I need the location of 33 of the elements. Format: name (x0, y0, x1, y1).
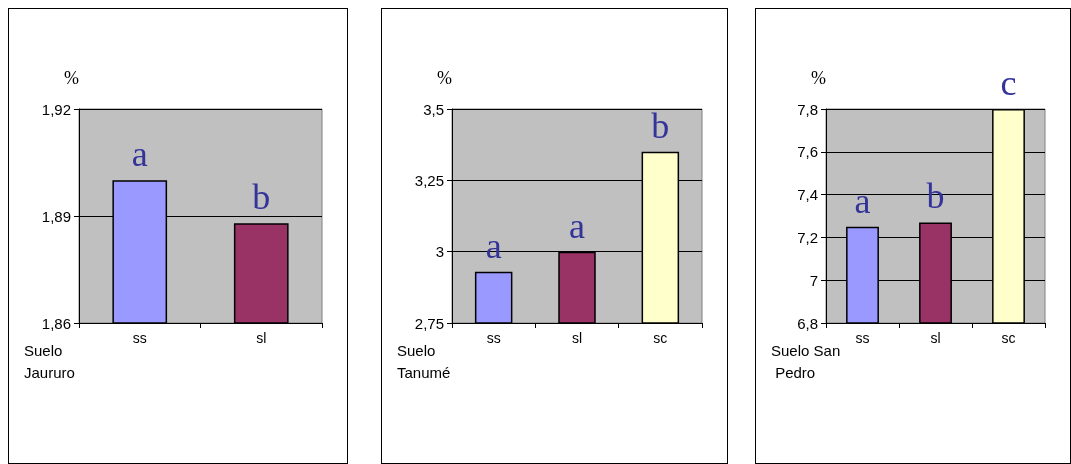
x-tick-label: ss (486, 330, 501, 346)
x-tick-label: sc (653, 330, 668, 346)
y-tick-label: 7,2 (797, 228, 818, 246)
data-label: c (1000, 63, 1017, 103)
data-label: a (854, 180, 871, 221)
y-tick-label: 3 (435, 243, 444, 261)
y-axis-title: % (437, 68, 452, 88)
data-label: a (131, 134, 148, 175)
y-tick-label: 1,86 (41, 314, 71, 332)
y-tick-label: 1,92 (41, 100, 71, 118)
x-tick-label: sc (1001, 330, 1016, 346)
x-axis-title: Suelo Tanumé (397, 341, 451, 381)
y-tick-label: 1,89 (41, 207, 71, 225)
y-tick-label: 3,25 (414, 171, 444, 189)
x-tick-label: sl (256, 330, 267, 346)
y-axis-title: % (64, 68, 79, 88)
y-tick-label: 7,4 (797, 186, 818, 204)
x-tick-label: sl (571, 330, 583, 346)
x-tick-label: ss (132, 330, 147, 346)
y-tick-label: 7 (809, 271, 818, 289)
x-axis-title: Suelo San Pedro (771, 341, 841, 381)
y-tick-label: 3,5 (423, 100, 444, 118)
y-axis-title: % (811, 68, 826, 88)
y-tick-label: 7,6 (797, 143, 818, 161)
data-label: a (569, 205, 586, 246)
x-tick-label: sl (930, 330, 941, 346)
x-tick-label: ss (855, 330, 870, 346)
y-tick-label: 7,8 (797, 100, 818, 118)
data-label: b (651, 105, 670, 146)
x-axis-title: Suelo Jaururo (24, 341, 75, 381)
data-label: b (252, 177, 271, 218)
y-tick-label: 6,8 (797, 314, 818, 332)
y-tick-label: 2,75 (414, 314, 444, 332)
